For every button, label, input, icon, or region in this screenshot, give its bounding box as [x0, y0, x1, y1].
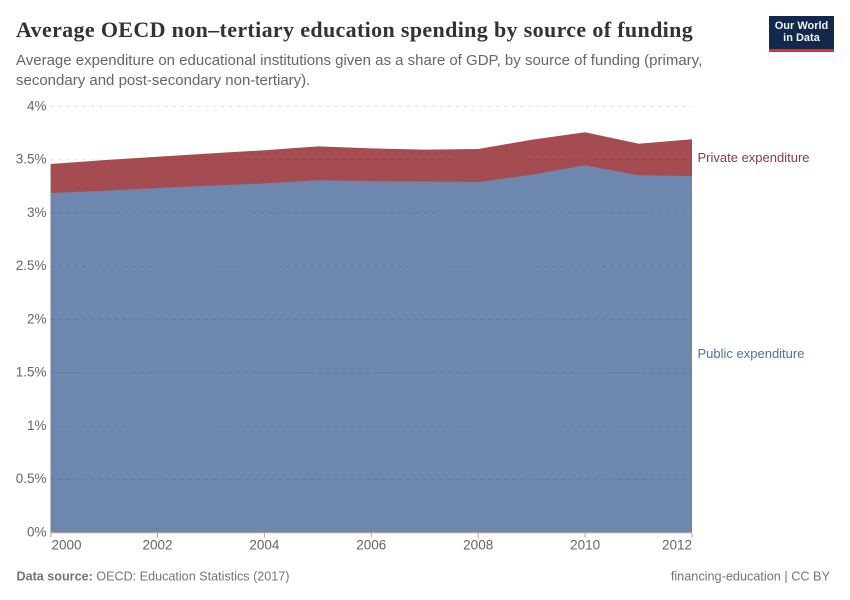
- svg-text:2010: 2010: [570, 538, 600, 553]
- svg-text:4%: 4%: [27, 99, 47, 114]
- svg-text:0.5%: 0.5%: [16, 471, 47, 486]
- svg-text:2006: 2006: [356, 538, 386, 553]
- svg-text:1%: 1%: [27, 418, 47, 433]
- svg-text:3%: 3%: [27, 205, 47, 220]
- svg-text:Data source: OECD: Education S: Data source: OECD: Education Statistics …: [17, 570, 290, 584]
- svg-text:2004: 2004: [249, 538, 280, 553]
- svg-text:2008: 2008: [463, 538, 493, 553]
- svg-text:2.5%: 2.5%: [16, 258, 47, 273]
- svg-text:0%: 0%: [27, 524, 47, 539]
- svg-text:2000: 2000: [52, 538, 82, 553]
- svg-text:2002: 2002: [142, 538, 172, 553]
- svg-text:1.5%: 1.5%: [16, 365, 47, 380]
- svg-text:2%: 2%: [27, 311, 47, 326]
- svg-text:Private expenditure: Private expenditure: [698, 150, 810, 165]
- svg-text:3.5%: 3.5%: [16, 152, 47, 167]
- svg-text:Public expenditure: Public expenditure: [698, 346, 805, 361]
- svg-text:financing-education | CC BY: financing-education | CC BY: [671, 570, 831, 584]
- svg-text:2012: 2012: [662, 538, 692, 553]
